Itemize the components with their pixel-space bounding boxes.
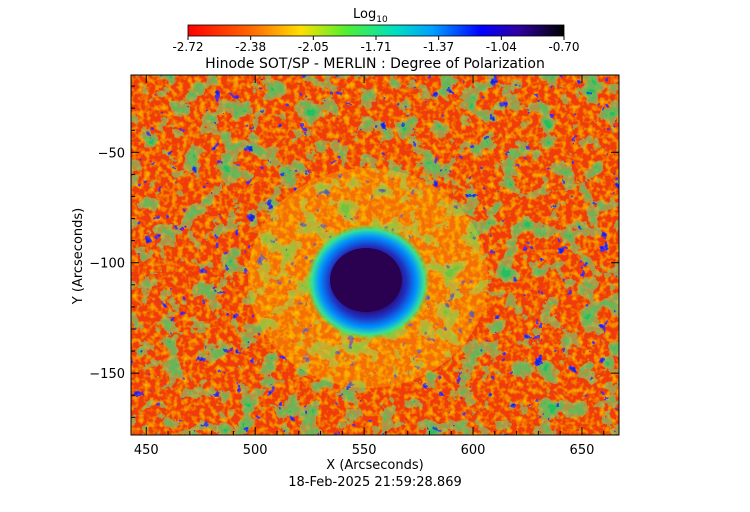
y-axis-label: Y (Arcseconds) — [71, 208, 86, 305]
x-axis: 450 500 550 600 650 — [134, 75, 605, 458]
colorbar-tick-label: -0.70 — [548, 40, 579, 54]
x-tick-label: 550 — [352, 443, 377, 458]
colorbar-tick-label: -2.05 — [298, 40, 329, 54]
colorbar-gradient — [187, 24, 565, 37]
colorbar-ticks: -2.72 -2.38 -2.05 -1.71 -1.37 -1.04 -0.70 — [172, 36, 580, 54]
x-tick-label: 650 — [570, 443, 595, 458]
colorbar-tick-label: -1.71 — [360, 40, 391, 54]
colorbar-tick-label: -2.38 — [235, 40, 266, 54]
x-tick-label: 600 — [461, 443, 486, 458]
x-tick-label: 450 — [134, 443, 159, 458]
colorbar: Log10 -2.72 -2.38 -2.05 -1.71 -1.37 -1.04 -0.7… — [172, 7, 579, 54]
x-axis-label: X (Arcseconds) — [326, 458, 423, 473]
timestamp: 18-Feb-2025 21:59:28.869 — [288, 475, 462, 490]
colorbar-tick-label: -1.04 — [486, 40, 517, 54]
y-tick-label: −50 — [98, 146, 125, 161]
colorbar-label: Log10 — [353, 7, 388, 25]
colorbar-tick-label: -1.37 — [423, 40, 454, 54]
y-tick-label: −100 — [89, 257, 125, 272]
colorbar-tick-label: -2.72 — [172, 40, 203, 54]
y-tick-label: −150 — [89, 367, 125, 382]
y-axis: −50 −100 −150 — [89, 85, 619, 418]
sunspot-umbra — [330, 248, 402, 312]
plot-frame — [130, 74, 620, 436]
chart-title: Hinode SOT/SP - MERLIN : Degree of Polar… — [205, 56, 545, 72]
x-tick-label: 500 — [243, 443, 268, 458]
heatmap-image — [131, 75, 619, 435]
